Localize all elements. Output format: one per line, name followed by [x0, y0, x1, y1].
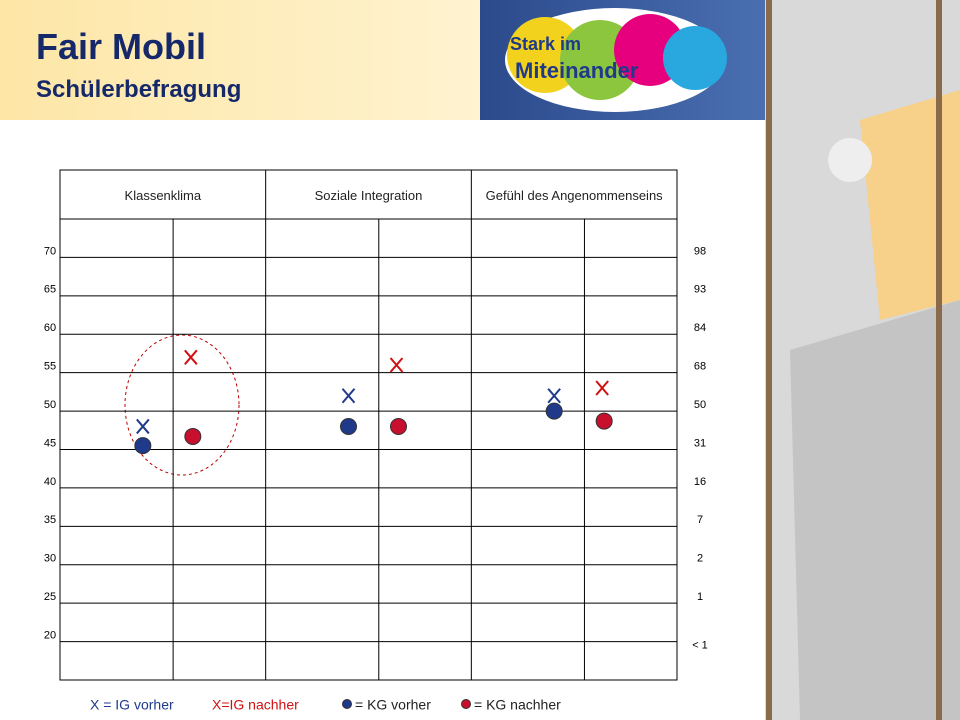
dot-marker [184, 427, 202, 445]
logo-text: Miteinander [515, 58, 639, 83]
y-tick-label: 40 [44, 476, 56, 488]
y-tick-label: 20 [44, 629, 56, 641]
table-frame [59, 169, 678, 681]
y-tick-label: 35 [44, 514, 56, 526]
y2-tick-label: 50 [694, 399, 706, 411]
x-marker [389, 357, 404, 373]
logo-circle [663, 26, 727, 90]
subtitle: Schülerbefragung [36, 76, 242, 103]
legend-label: X = IG vorher [90, 697, 174, 713]
dot-marker [545, 402, 563, 420]
y2-tick-label: 1 [697, 591, 703, 603]
y2-tick-label: 84 [694, 322, 706, 334]
y2-tick-label: 93 [694, 284, 706, 296]
y-tick-label: 70 [44, 245, 56, 257]
x-marker [136, 418, 150, 435]
dot-marker [390, 417, 407, 435]
y-tick-label: 25 [44, 591, 56, 603]
y2-tick-label: < 1 [692, 639, 708, 651]
y2-tick-label: 31 [694, 437, 706, 449]
y2-tick-label: 2 [697, 553, 703, 565]
y2-tick-label: 68 [694, 361, 706, 373]
highlight-ellipse [124, 334, 240, 476]
x-marker [547, 388, 561, 404]
gear [790, 300, 960, 720]
legend-label: = KG vorher [355, 697, 431, 713]
x-marker [595, 380, 609, 396]
y-tick-label: 45 [44, 437, 56, 449]
logo-text: Stark im [510, 34, 581, 54]
y-tick-label: 60 [44, 322, 56, 334]
column-header: Klassenklima [124, 187, 202, 203]
legend-label: X=IG nachher [212, 697, 299, 713]
y2-tick-label: 7 [697, 514, 703, 526]
column-header: Soziale Integration [314, 187, 423, 203]
dot-marker [340, 417, 357, 435]
dot-marker [595, 412, 613, 430]
column-header: Gefühl des Angenommenseins [485, 187, 663, 203]
y2-tick-label: 16 [694, 476, 706, 488]
divider [936, 0, 942, 720]
divider [766, 0, 772, 720]
y-tick-label: 55 [44, 361, 56, 373]
y-tick-label: 30 [44, 553, 56, 565]
x-marker [184, 349, 198, 365]
gear-hub [828, 138, 872, 182]
title: Fair Mobil [36, 26, 206, 67]
gear [860, 90, 960, 320]
legend-dot [342, 699, 352, 709]
header-band [0, 0, 480, 120]
x-marker [341, 388, 356, 404]
y-tick-label: 50 [44, 399, 56, 411]
legend-dot [461, 699, 471, 709]
legend-label: = KG nachher [474, 697, 561, 713]
dot-marker [134, 437, 152, 455]
y-tick-label: 65 [44, 284, 56, 296]
y2-tick-label: 98 [694, 245, 706, 257]
